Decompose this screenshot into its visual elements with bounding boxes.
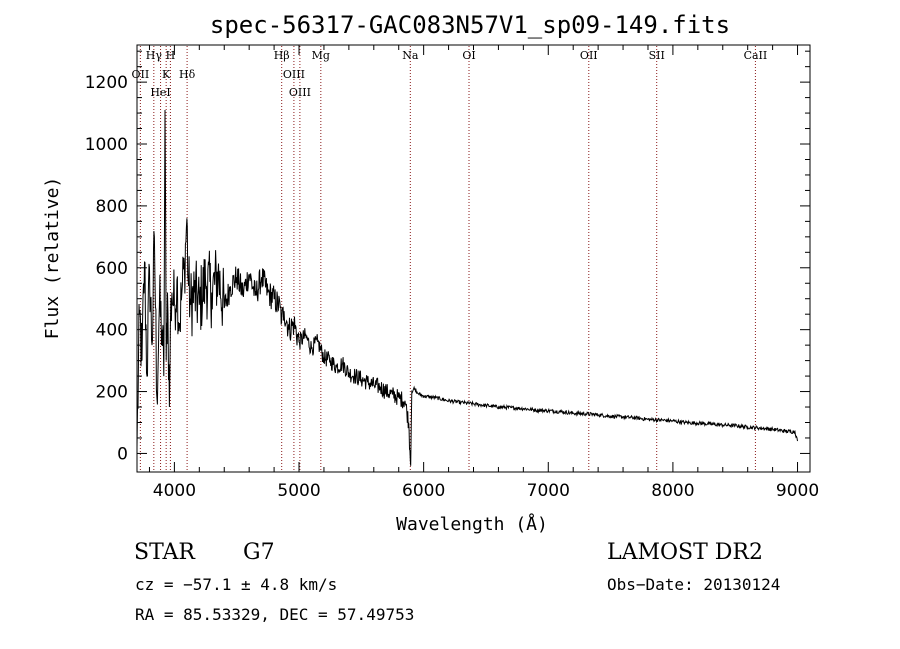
marker-label: OII [580, 49, 598, 62]
marker-label: Mg [312, 49, 330, 62]
marker-label: HeI [150, 86, 170, 99]
x-tick-label: 4000 [153, 481, 196, 501]
x-tick-label: 6000 [402, 481, 445, 501]
marker-label: H [166, 49, 176, 62]
coordinates: RA = 85.53329, DEC = 57.49753 [135, 605, 415, 624]
marker-label: OII [132, 68, 150, 81]
y-tick-label: 400 [96, 321, 128, 341]
x-axis-ticks: 4000 5000 6000 7000 8000 9000 [148, 45, 819, 501]
marker-label: OIII [289, 86, 311, 99]
x-tick-label: 8000 [651, 481, 694, 501]
x-tick-label: 9000 [776, 481, 819, 501]
spectrum-line [136, 109, 798, 466]
y-tick-label: 200 [96, 383, 128, 403]
x-axis-label: Wavelength (Å) [396, 513, 548, 535]
cz-value: cz = −57.1 ± 4.8 km/s [135, 575, 338, 594]
marker-label: OI [462, 49, 475, 62]
subclass: G7 [243, 540, 275, 565]
y-tick-label: 800 [96, 197, 128, 217]
obs-date: Obs−Date: 20130124 [607, 575, 781, 594]
y-tick-label: 0 [117, 444, 128, 464]
survey-label: LAMOST DR2 [607, 540, 763, 565]
y-axis-label: Flux (relative) [42, 177, 63, 340]
marker-label: K [162, 68, 171, 81]
marker-label: Hβ [274, 49, 290, 62]
x-tick-label: 5000 [277, 481, 320, 501]
y-tick-label: 1000 [85, 135, 128, 155]
plot-frame [136, 44, 811, 473]
y-axis-ticks: 0 200 400 600 800 1000 1200 [85, 50, 810, 464]
object-class: STAR [134, 540, 195, 565]
marker-label: CaII [744, 49, 768, 62]
spectral-line-markers [139, 46, 756, 471]
marker-label: Na [402, 49, 419, 62]
marker-label: SII [649, 49, 665, 62]
marker-label: OIII [283, 68, 305, 81]
y-tick-label: 600 [96, 259, 128, 279]
marker-label: Hγ [146, 49, 163, 62]
x-tick-label: 7000 [527, 481, 570, 501]
marker-label: Hδ [179, 68, 196, 81]
y-tick-label: 1200 [85, 73, 128, 93]
chart-title: spec-56317-GAC083N57V1_sp09-149.fits [210, 11, 730, 39]
